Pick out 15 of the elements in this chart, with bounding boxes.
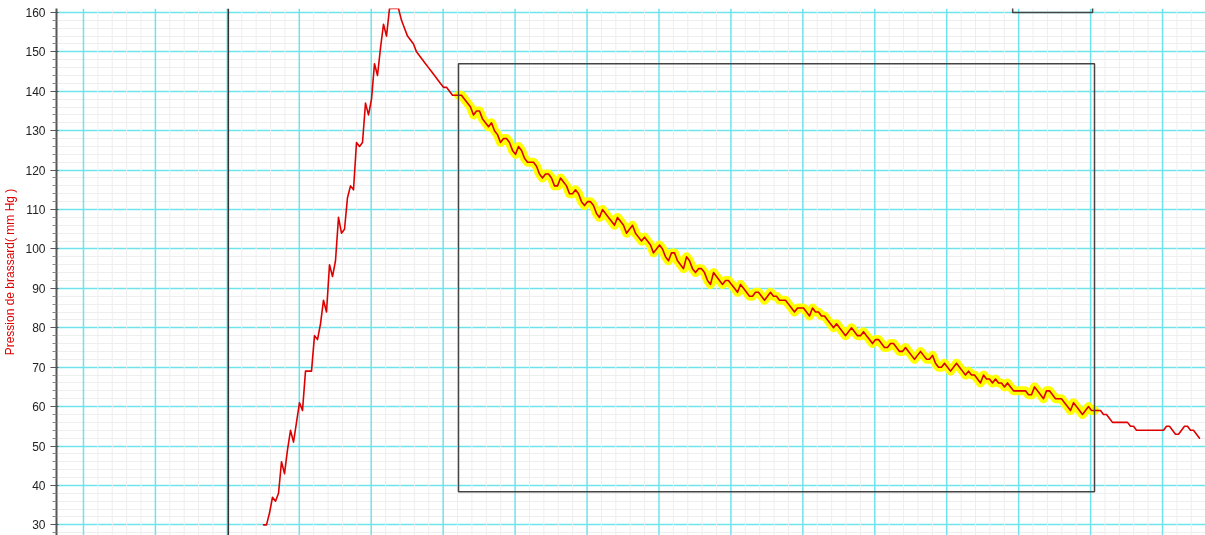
y-tick-label: 30 [32,518,46,533]
y-tick-label: 110 [26,203,46,218]
y-tick-label: 60 [32,400,46,415]
y-tick-label: 40 [32,478,46,493]
y-tick-label: 120 [25,163,46,178]
y-axis-title: Pression de brassard( mm Hg ) [3,188,18,356]
y-tick-label: 160 [25,5,46,20]
y-tick-label: 80 [32,321,46,336]
y-tick-label: 100 [25,242,46,257]
y-tick-label: 70 [32,360,46,375]
y-tick-label: 90 [32,281,46,296]
y-tick-label: 150 [25,45,46,60]
y-tick-label: 50 [32,439,46,454]
y-tick-label: 140 [25,84,46,99]
y-tick-label: 130 [25,124,46,139]
